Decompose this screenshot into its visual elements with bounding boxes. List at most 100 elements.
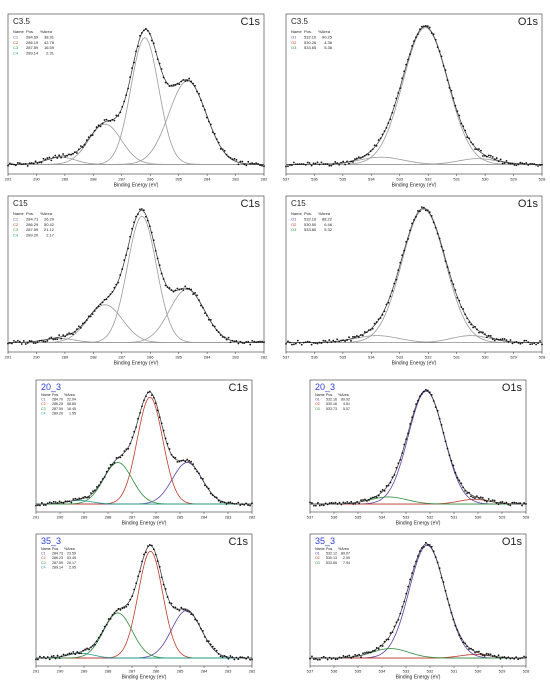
data-point	[365, 331, 368, 334]
x-tick-label: 530	[475, 515, 482, 520]
data-point	[160, 422, 163, 425]
data-point	[477, 650, 480, 653]
data-point	[438, 50, 441, 53]
legend-area: 6.46	[324, 222, 333, 227]
data-point	[99, 633, 102, 636]
legend-pos: 532.16	[304, 216, 317, 221]
x-tick-label: 286	[153, 669, 160, 674]
data-point	[318, 504, 321, 507]
data-point	[395, 621, 398, 624]
data-point	[312, 162, 315, 165]
data-point	[86, 496, 88, 499]
data-point	[105, 470, 108, 473]
data-point	[135, 426, 138, 428]
data-point	[133, 221, 135, 224]
data-point	[48, 156, 51, 159]
data-point	[470, 495, 472, 498]
x-tick-label: 531	[451, 515, 458, 520]
data-point	[411, 416, 414, 419]
x-tick-label: 291	[5, 177, 12, 182]
data-point	[186, 610, 189, 612]
data-point	[26, 165, 29, 167]
x-tick-label: 284	[201, 515, 208, 520]
data-point	[316, 502, 319, 504]
data-point	[192, 463, 194, 466]
data-point	[44, 504, 47, 506]
data-point	[352, 503, 355, 505]
data-point	[131, 595, 134, 598]
data-point	[229, 501, 232, 504]
legend-area: 7.94	[343, 561, 350, 565]
data-point	[426, 25, 429, 28]
data-point	[368, 499, 370, 501]
legend-area: 53.49	[67, 556, 76, 560]
data-point	[448, 271, 451, 274]
data-point	[306, 340, 309, 343]
data-point	[491, 156, 494, 158]
data-point	[101, 301, 104, 304]
data-point	[125, 254, 128, 257]
component-curve-c2	[8, 37, 264, 165]
data-point	[466, 136, 469, 139]
data-point	[405, 240, 408, 243]
data-point	[204, 312, 206, 315]
data-point	[444, 69, 447, 71]
data-point	[188, 77, 191, 80]
data-point	[243, 163, 246, 166]
data-point	[190, 460, 193, 463]
data-point	[39, 655, 41, 658]
data-point	[407, 58, 409, 61]
data-point	[454, 624, 457, 627]
component-curve-o3	[286, 156, 542, 165]
data-point	[259, 340, 261, 343]
x-tick-label: 285	[175, 355, 182, 360]
data-point	[139, 411, 141, 414]
data-point	[184, 285, 187, 288]
data-point	[82, 649, 85, 652]
data-point	[178, 83, 181, 86]
data-point	[111, 463, 114, 466]
data-point	[537, 165, 539, 167]
data-point	[253, 340, 256, 343]
data-point	[364, 651, 366, 654]
data-point	[452, 283, 455, 286]
data-point	[188, 287, 191, 290]
data-point	[361, 156, 364, 158]
data-point	[164, 437, 167, 440]
data-point	[460, 306, 463, 308]
data-point	[76, 651, 79, 653]
data-point	[32, 342, 35, 344]
data-point	[519, 161, 522, 164]
data-point	[432, 221, 435, 224]
legend-header: Name	[315, 393, 325, 397]
x-tick-label: 534	[368, 177, 375, 182]
data-point	[16, 162, 19, 164]
data-point	[237, 658, 240, 660]
data-point	[448, 86, 451, 89]
data-point	[119, 111, 122, 114]
data-point	[458, 634, 461, 637]
data-point	[385, 485, 388, 487]
data-point	[478, 331, 480, 334]
data-point	[367, 329, 370, 332]
data-point	[188, 611, 191, 613]
data-point	[460, 482, 463, 485]
data-point	[20, 163, 23, 166]
data-point	[249, 504, 251, 507]
data-point	[190, 288, 193, 291]
orbital-label: C1s	[228, 536, 248, 548]
legend-name: O1	[291, 34, 297, 39]
data-point	[356, 654, 359, 657]
data-point	[207, 640, 210, 643]
data-point	[34, 160, 37, 163]
data-point	[487, 154, 490, 157]
data-point	[194, 467, 196, 470]
data-point	[428, 544, 431, 546]
data-point	[56, 157, 59, 159]
data-point	[194, 291, 196, 294]
data-point	[113, 461, 116, 464]
data-point	[109, 618, 112, 620]
data-point	[162, 76, 165, 79]
data-point	[413, 40, 415, 42]
data-point	[363, 154, 366, 157]
